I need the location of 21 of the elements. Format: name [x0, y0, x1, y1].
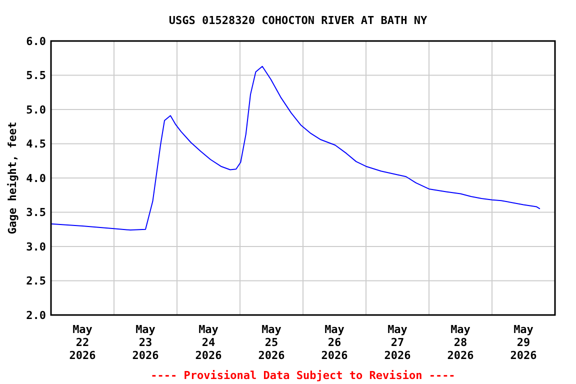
- y-tick-label: 3.0: [26, 240, 46, 254]
- y-tick-label: 2.0: [26, 308, 46, 322]
- x-tick-label: May 25 2026: [258, 323, 286, 362]
- y-tick-label: 4.5: [26, 138, 46, 151]
- x-tick-label: May 26 2026: [321, 323, 348, 362]
- y-tick-label: 4.0: [26, 172, 46, 185]
- y-tick-label: 3.5: [26, 206, 46, 220]
- text: ---- Provisional Data Subject to Revision ----: [150, 369, 456, 382]
- y-tick-label: 5.0: [26, 103, 46, 116]
- x-tick-label: May 29 2026: [510, 323, 538, 362]
- x-tick-label: May 28 2026: [447, 323, 474, 362]
- x-tick-label: May 23 2026: [132, 323, 160, 362]
- x-tick-label: May 24 2026: [195, 323, 222, 362]
- y-tick-label: 6.0: [26, 34, 46, 48]
- x-tick-label: May 27 2026: [384, 323, 412, 362]
- line-series: [51, 66, 540, 231]
- y-axis-title: Gage height, feet: [6, 122, 19, 234]
- chart-title: USGS 01528320 COHOCTON RIVER AT BATH NY: [168, 14, 428, 27]
- y-tick-label: 2.5: [26, 274, 46, 288]
- y-tick-label: 5.5: [26, 69, 46, 82]
- x-tick-label: May 22 2026: [69, 323, 96, 362]
